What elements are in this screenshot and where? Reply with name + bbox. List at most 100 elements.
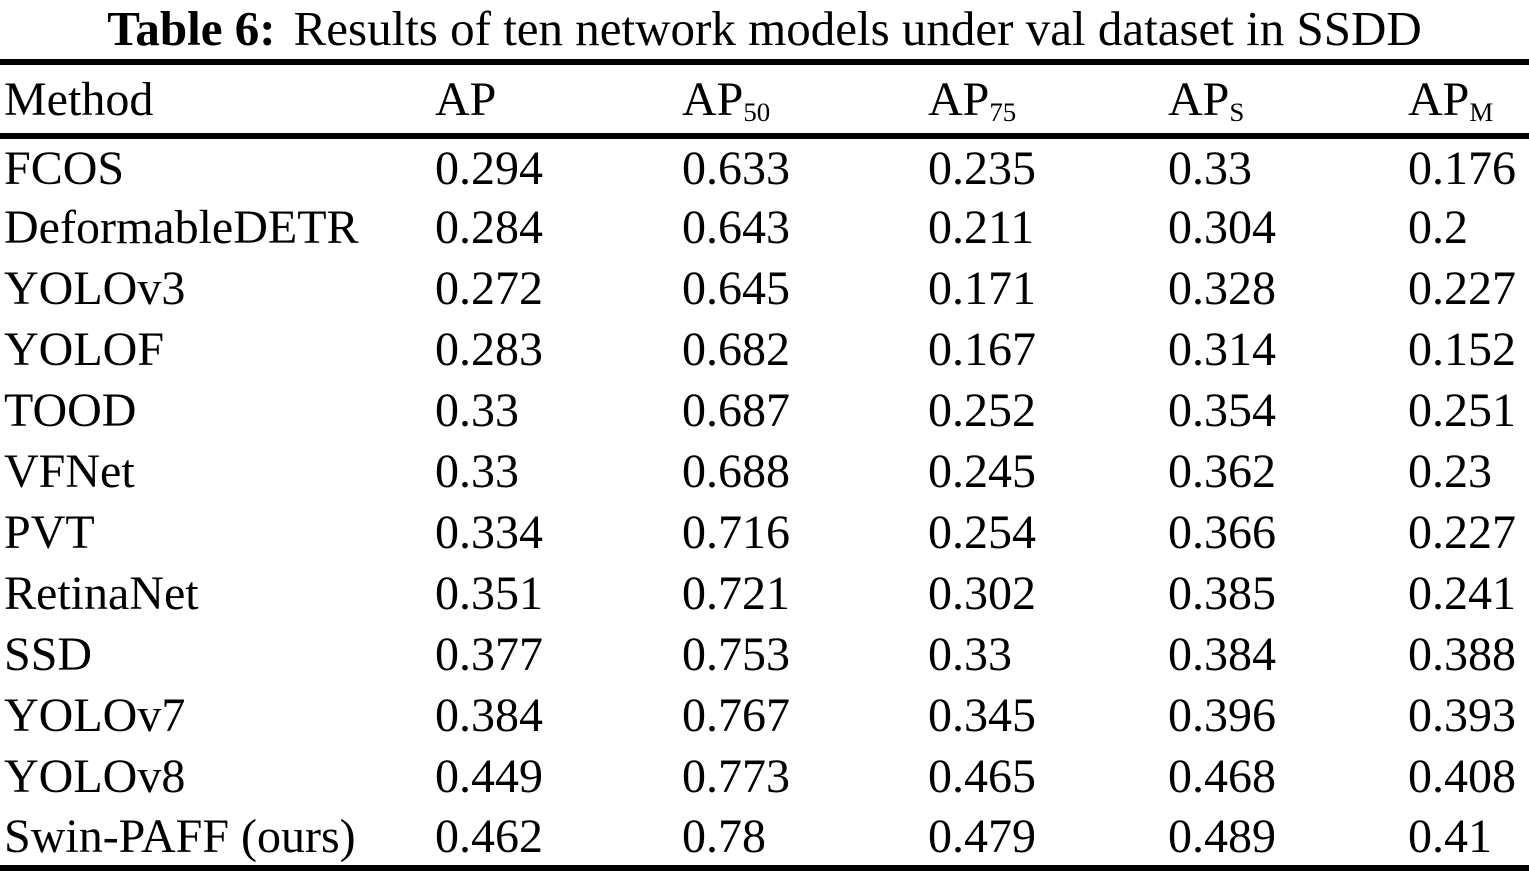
table-row: Swin-PAFF (ours) 0.462 0.78 0.479 0.489 0.41 xyxy=(0,807,1529,868)
table-row: YOLOv3 0.272 0.645 0.171 0.328 0.227 xyxy=(0,258,1529,319)
method-cell: YOLOv8 xyxy=(4,750,186,803)
value-cell: 0.328 xyxy=(1168,262,1276,315)
column-header: AP50 xyxy=(682,72,771,127)
value-cell: 0.753 xyxy=(682,628,790,681)
method-cell: TOOD xyxy=(4,384,137,437)
value-cell: 0.33 xyxy=(435,384,519,437)
value-cell: 0.211 xyxy=(928,201,1035,254)
value-cell: 0.354 xyxy=(1168,384,1276,437)
value-cell: 0.41 xyxy=(1408,809,1492,863)
value-cell: 0.408 xyxy=(1408,750,1516,803)
value-cell: 0.33 xyxy=(1168,141,1252,195)
table-row: SSD 0.377 0.753 0.33 0.384 0.388 xyxy=(0,624,1529,685)
value-cell: 0.33 xyxy=(435,445,519,498)
value-cell: 0.366 xyxy=(1168,506,1276,559)
value-cell: 0.489 xyxy=(1168,809,1276,863)
value-cell: 0.688 xyxy=(682,445,790,498)
table-row: FCOS 0.294 0.633 0.235 0.33 0.176 xyxy=(0,136,1529,197)
value-cell: 0.643 xyxy=(682,201,790,254)
value-cell: 0.272 xyxy=(435,262,543,315)
method-cell: YOLOF xyxy=(4,323,165,376)
value-cell: 0.384 xyxy=(1168,628,1276,681)
value-cell: 0.334 xyxy=(435,506,543,559)
value-cell: 0.304 xyxy=(1168,201,1276,254)
table-row: PVT 0.334 0.716 0.254 0.366 0.227 xyxy=(0,502,1529,563)
column-header: APS xyxy=(1168,72,1245,127)
value-cell: 0.171 xyxy=(928,262,1036,315)
method-cell: FCOS xyxy=(4,141,125,195)
value-cell: 0.384 xyxy=(435,689,543,742)
column-header-subscript: S xyxy=(1229,96,1245,127)
table-body: FCOS 0.294 0.633 0.235 0.33 0.176 DeformableDE… xyxy=(0,136,1529,868)
method-cell: SSD xyxy=(4,628,93,681)
value-cell: 0.465 xyxy=(928,750,1036,803)
value-cell: 0.767 xyxy=(682,689,790,742)
column-header-subscript: 75 xyxy=(989,96,1017,127)
value-cell: 0.33 xyxy=(928,628,1012,681)
value-cell: 0.302 xyxy=(928,567,1036,620)
value-cell: 0.227 xyxy=(1408,506,1516,559)
column-header-subscript: M xyxy=(1469,96,1494,127)
value-cell: 0.176 xyxy=(1408,141,1516,195)
table-row: VFNet 0.33 0.688 0.245 0.362 0.23 xyxy=(0,441,1529,502)
method-cell: DeformableDETR xyxy=(4,201,359,254)
value-cell: 0.468 xyxy=(1168,750,1276,803)
value-cell: 0.284 xyxy=(435,201,543,254)
value-cell: 0.633 xyxy=(682,141,790,195)
method-cell: YOLOv3 xyxy=(4,262,186,315)
value-cell: 0.254 xyxy=(928,506,1036,559)
value-cell: 0.773 xyxy=(682,750,790,803)
results-table: Method AP AP50 AP75 APS APM FCOS 0.294 0.633 0.2… xyxy=(0,59,1529,871)
value-cell: 0.227 xyxy=(1408,262,1516,315)
column-header: AP75 xyxy=(928,72,1017,127)
value-cell: 0.167 xyxy=(928,323,1036,376)
method-cell: PVT xyxy=(4,506,95,559)
value-cell: 0.393 xyxy=(1408,689,1516,742)
value-cell: 0.479 xyxy=(928,809,1036,863)
method-cell: YOLOv7 xyxy=(4,689,186,742)
value-cell: 0.645 xyxy=(682,262,790,315)
value-cell: 0.78 xyxy=(682,809,766,863)
value-cell: 0.2 xyxy=(1408,201,1468,254)
value-cell: 0.362 xyxy=(1168,445,1276,498)
value-cell: 0.377 xyxy=(435,628,543,681)
value-cell: 0.721 xyxy=(682,567,790,620)
table-row: YOLOF 0.283 0.682 0.167 0.314 0.152 xyxy=(0,319,1529,380)
table-row: TOOD 0.33 0.687 0.252 0.354 0.251 xyxy=(0,380,1529,441)
column-header: APM xyxy=(1408,72,1494,127)
value-cell: 0.152 xyxy=(1408,323,1516,376)
value-cell: 0.283 xyxy=(435,323,543,376)
value-cell: 0.385 xyxy=(1168,567,1276,620)
column-header: Method xyxy=(4,72,154,126)
caption-text: Results of ten network models under val … xyxy=(293,1,1422,56)
value-cell: 0.251 xyxy=(1408,384,1516,437)
table-row: DeformableDETR 0.284 0.643 0.211 0.304 0.2 xyxy=(0,197,1529,258)
table-row: YOLOv8 0.449 0.773 0.465 0.468 0.408 xyxy=(0,746,1529,807)
value-cell: 0.245 xyxy=(928,445,1036,498)
value-cell: 0.235 xyxy=(928,141,1036,195)
value-cell: 0.396 xyxy=(1168,689,1276,742)
value-cell: 0.252 xyxy=(928,384,1036,437)
value-cell: 0.345 xyxy=(928,689,1036,742)
column-header-subscript: 50 xyxy=(743,96,771,127)
header-row: Method AP AP50 AP75 APS APM xyxy=(0,62,1529,136)
method-cell: Swin-PAFF (ours) xyxy=(4,809,356,863)
value-cell: 0.716 xyxy=(682,506,790,559)
table-row: YOLOv7 0.384 0.767 0.345 0.396 0.393 xyxy=(0,685,1529,746)
table-caption: Table 6: Results of ten network models u… xyxy=(0,0,1529,58)
value-cell: 0.241 xyxy=(1408,567,1516,620)
method-cell: VFNet xyxy=(4,445,135,498)
column-header: AP xyxy=(435,72,497,126)
method-cell: RetinaNet xyxy=(4,567,199,620)
value-cell: 0.351 xyxy=(435,567,543,620)
value-cell: 0.314 xyxy=(1168,323,1276,376)
value-cell: 0.682 xyxy=(682,323,790,376)
value-cell: 0.23 xyxy=(1408,445,1492,498)
value-cell: 0.388 xyxy=(1408,628,1516,681)
caption-label: Table 6: xyxy=(107,1,276,56)
value-cell: 0.449 xyxy=(435,750,543,803)
value-cell: 0.294 xyxy=(435,141,543,195)
value-cell: 0.687 xyxy=(682,384,790,437)
table-row: RetinaNet 0.351 0.721 0.302 0.385 0.241 xyxy=(0,563,1529,624)
